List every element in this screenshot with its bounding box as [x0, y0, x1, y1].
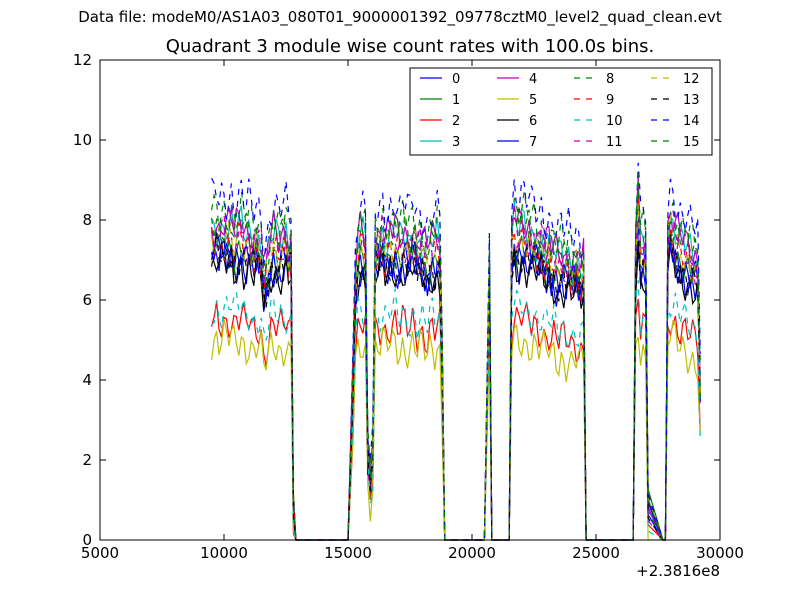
legend-label-14: 14 [683, 114, 700, 129]
legend-label-10: 10 [606, 114, 623, 129]
series-line-2 [211, 298, 701, 541]
series-line-11 [211, 203, 701, 541]
y-tick-label: 4 [82, 371, 92, 389]
legend-label-1: 1 [452, 93, 460, 108]
x-tick-label: 25000 [572, 544, 620, 562]
legend-label-0: 0 [452, 72, 460, 87]
legend-label-12: 12 [683, 72, 700, 87]
series-line-13 [211, 232, 701, 541]
series-lines [211, 162, 701, 541]
series-line-0 [211, 237, 701, 541]
legend-box [409, 67, 713, 156]
y-tick-label: 6 [82, 291, 92, 309]
legend-label-7: 7 [529, 135, 537, 150]
legend-label-2: 2 [452, 114, 460, 129]
legend-label-4: 4 [529, 72, 537, 87]
legend-label-3: 3 [452, 135, 460, 150]
series-line-3 [211, 193, 701, 541]
legend-label-6: 6 [529, 114, 537, 129]
legend-label-9: 9 [606, 93, 614, 108]
y-tick-label: 8 [82, 211, 92, 229]
x-tick-label: 10000 [200, 544, 248, 562]
legend-label-13: 13 [683, 93, 700, 108]
x-tick-label: 20000 [448, 544, 496, 562]
x-tick-label: 15000 [324, 544, 372, 562]
legend-label-5: 5 [529, 93, 537, 108]
y-tick-label: 12 [73, 51, 92, 69]
figure-suptitle: Data file: modeM0/AS1A03_080T01_90000013… [78, 8, 722, 26]
x-offset-label: +2.3816e8 [636, 562, 720, 580]
legend-label-11: 11 [606, 135, 623, 150]
x-tick-label: 5000 [81, 544, 119, 562]
chart-title: Quadrant 3 module wise count rates with … [165, 36, 655, 57]
legend-label-8: 8 [606, 72, 614, 87]
x-tick-label: 30000 [696, 544, 744, 562]
series-line-10 [211, 280, 701, 541]
y-tick-label: 2 [82, 451, 92, 469]
y-tick-label: 0 [82, 531, 92, 549]
legend-label-15: 15 [683, 135, 700, 150]
y-tick-label: 10 [73, 131, 92, 149]
series-line-6 [211, 234, 701, 541]
series-line-5 [211, 318, 701, 541]
